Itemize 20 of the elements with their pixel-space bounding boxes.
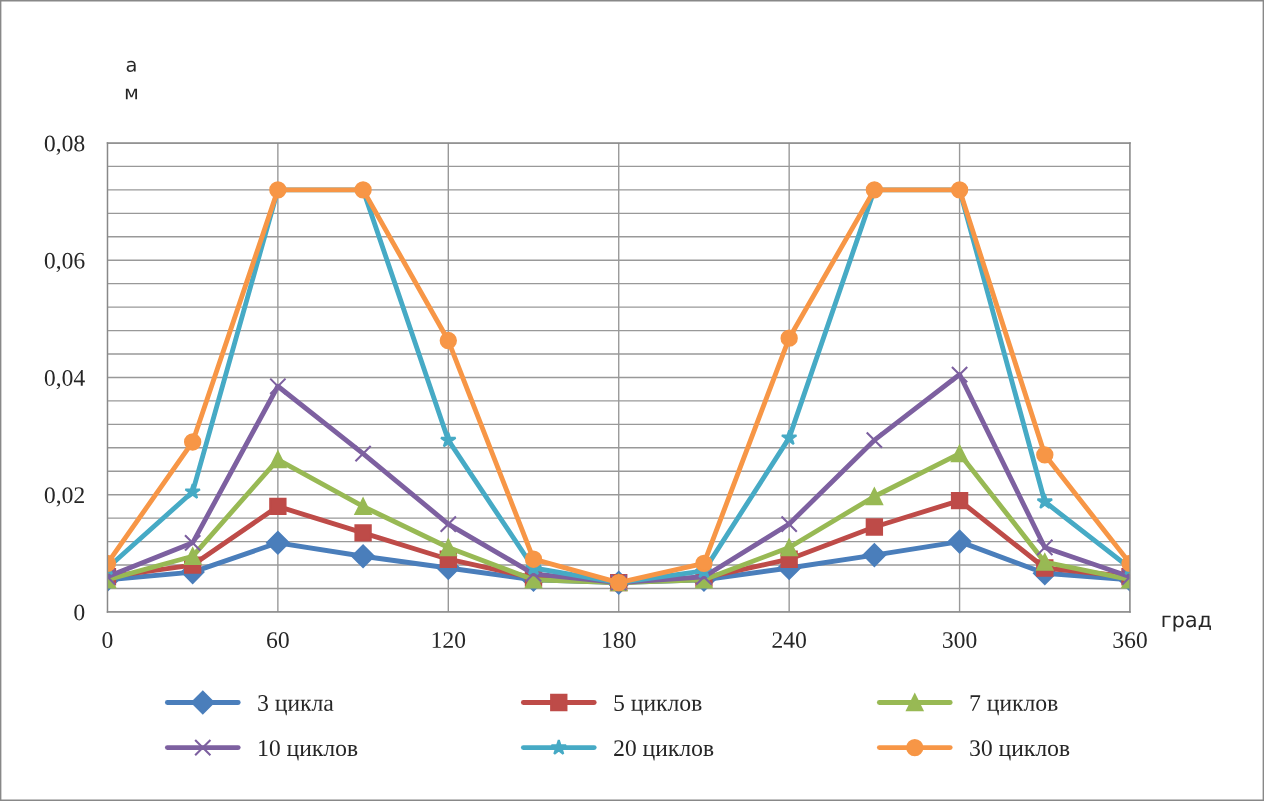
- legend-label: 3 цикла: [258, 695, 334, 716]
- x-tick-label: 60: [267, 632, 289, 649]
- x-tick-label: 240: [772, 632, 806, 649]
- y-tick-label: 0,08: [44, 135, 85, 155]
- x-tick-label: 120: [432, 632, 466, 649]
- legend-label: 7 циклов: [970, 695, 1058, 716]
- legend-label: 30 циклов: [970, 740, 1070, 761]
- x-axis-title: град: [1162, 615, 1211, 632]
- x-tick-label: 180: [603, 632, 636, 649]
- legend-label: 20 циклов: [614, 740, 714, 761]
- y-tick-label: 0,04: [44, 369, 85, 390]
- x-tick-label: 360: [1113, 632, 1147, 649]
- legend-label: 10 циклов: [259, 740, 358, 761]
- legend-label: 5 циклов: [614, 695, 702, 716]
- y-axis-title: а м: [125, 60, 138, 100]
- y-tick-label: 0: [74, 604, 85, 621]
- x-tick-label: 0: [102, 632, 113, 649]
- y-tick-label: 0,02: [44, 487, 84, 507]
- y-tick-label: 0,06: [44, 252, 85, 273]
- x-tick-label: 300: [943, 632, 977, 649]
